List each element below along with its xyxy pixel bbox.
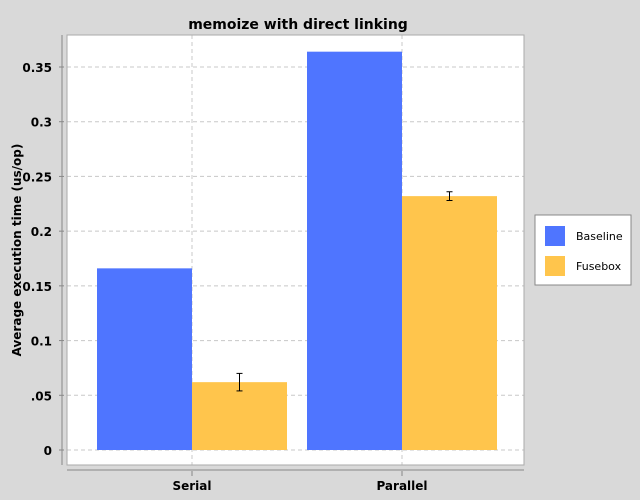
legend-swatch-baseline [545,226,565,246]
y-tick-label: 0.2 [31,225,52,239]
y-tick-label: 0.3 [31,116,52,130]
bar-fusebox-serial [192,382,287,450]
axes [61,34,525,471]
legend-label-baseline: Baseline [576,230,623,243]
bar-fusebox-parallel [402,196,497,450]
y-tick-label: 0.25 [22,170,52,184]
y-tick-labels: 0 .05 0.1 0.15 0.2 0.25 0.3 0.35 [22,61,64,458]
y-tick-label: .05 [31,389,52,403]
bar-baseline-parallel [307,51,402,451]
y-tick-label: 0 [44,444,52,458]
x-tick-label: Serial [172,479,211,493]
chart-title: memoize with direct linking [188,17,408,33]
y-axis-label: Average execution time (us/op) [10,144,24,357]
y-tick-label: 0.35 [22,61,52,75]
y-tick-label: 0.1 [31,335,52,349]
x-tick-label: Parallel [376,479,427,493]
plot-border [66,34,525,466]
bars [97,51,497,451]
x-tick-labels: Serial Parallel [172,471,428,493]
legend: Baseline Fusebox [534,214,632,286]
bar-baseline-serial [97,268,192,450]
legend-label-fusebox: Fusebox [576,260,622,273]
y-tick-label: 0.15 [22,280,52,294]
legend-swatch-fusebox [545,256,565,276]
